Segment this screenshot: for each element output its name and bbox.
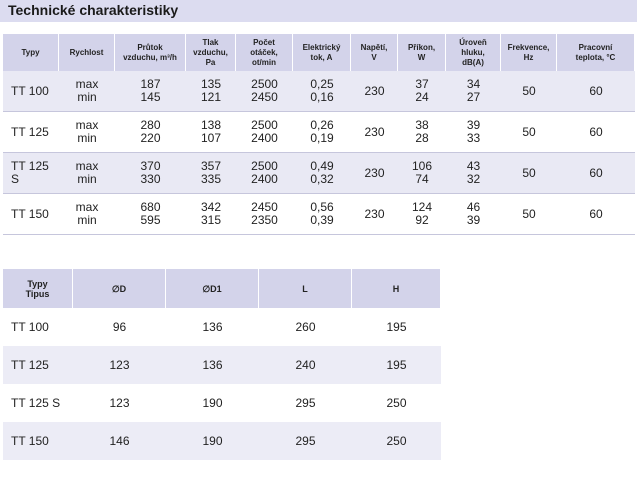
col-typy-tipus: Typy Tipus [3, 269, 73, 308]
type-cell: TT 100 [3, 71, 59, 111]
l-cell: 295 [259, 384, 352, 422]
table-row: TT 125 S 123 190 295 250 [3, 384, 441, 422]
current-cell: 0,56 0,39 [293, 194, 351, 234]
type-cell: TT 125 [3, 346, 73, 384]
row-divider [3, 193, 635, 194]
airflow-cell: 280 220 [115, 112, 186, 152]
section-title: Technické charakteristiky [8, 2, 179, 18]
airflow-cell: 187 145 [115, 71, 186, 111]
d1-cell: 190 [166, 384, 259, 422]
noise-cell: 34 27 [446, 71, 501, 111]
pressure-cell: 342 315 [186, 194, 236, 234]
table-row: TT 100 96 136 260 195 [3, 308, 441, 346]
temperature-cell: 60 [557, 194, 635, 234]
d1-cell: 136 [166, 346, 259, 384]
type-cell: TT 100 [3, 308, 73, 346]
dimensions-header-row: Typy Tipus ∅D ∅D1 L H [3, 269, 441, 308]
noise-cell: 39 33 [446, 112, 501, 152]
col-length-l: L [259, 269, 352, 308]
rpm-cell: 2500 2450 [236, 71, 293, 111]
pressure-cell: 135 121 [186, 71, 236, 111]
power-cell: 37 24 [398, 71, 446, 111]
table-row: TT 100 max min 187 145 135 121 2500 2450 0,2… [3, 71, 635, 111]
frequency-cell: 50 [501, 71, 557, 111]
l-cell: 295 [259, 422, 352, 460]
col-current: Elektrický tok, A [293, 34, 351, 71]
speed-cell: max min [59, 71, 115, 111]
h-cell: 195 [352, 308, 441, 346]
d1-cell: 136 [166, 308, 259, 346]
col-rpm: Počet otáček, ot/min [236, 34, 293, 71]
speed-cell: max min [59, 112, 115, 152]
frequency-cell: 50 [501, 112, 557, 152]
pressure-cell: 357 335 [186, 153, 236, 193]
col-diameter-d: ∅D [73, 269, 166, 308]
type-cell: TT 125 [3, 112, 59, 152]
noise-cell: 43 32 [446, 153, 501, 193]
pressure-cell: 138 107 [186, 112, 236, 152]
dimensions-table: Typy Tipus ∅D ∅D1 L H TT 100 96 136 260 1… [3, 269, 441, 460]
h-cell: 195 [352, 346, 441, 384]
airflow-cell: 370 330 [115, 153, 186, 193]
table-row: TT 125 S max min 370 330 357 335 2500 2400 0… [3, 153, 635, 193]
h-cell: 250 [352, 422, 441, 460]
voltage-cell: 230 [351, 194, 398, 234]
specs-header-row: Typy Rychlost Průtok vzduchu, m³/h Tlak vz… [3, 34, 635, 71]
col-typy: Typy [3, 34, 59, 71]
rpm-cell: 2500 2400 [236, 112, 293, 152]
voltage-cell: 230 [351, 112, 398, 152]
col-frequency: Frekvence, Hz [501, 34, 557, 71]
rpm-cell: 2500 2400 [236, 153, 293, 193]
section-title-bar: Technické charakteristiky [0, 0, 637, 22]
rpm-cell: 2450 2350 [236, 194, 293, 234]
type-cell: TT 125 S [3, 384, 73, 422]
temperature-cell: 60 [557, 112, 635, 152]
current-cell: 0,49 0,32 [293, 153, 351, 193]
frequency-cell: 50 [501, 153, 557, 193]
row-divider [3, 234, 635, 235]
col-voltage: Napětí, V [351, 34, 398, 71]
l-cell: 240 [259, 346, 352, 384]
d1-cell: 190 [166, 422, 259, 460]
l-cell: 260 [259, 308, 352, 346]
h-cell: 250 [352, 384, 441, 422]
col-noise: Úroveň hluku, dB(A) [446, 34, 501, 71]
type-cell: TT 125 S [3, 153, 59, 193]
voltage-cell: 230 [351, 71, 398, 111]
d-cell: 123 [73, 346, 166, 384]
row-divider [3, 111, 635, 112]
current-cell: 0,26 0,19 [293, 112, 351, 152]
row-divider [3, 152, 635, 153]
d-cell: 96 [73, 308, 166, 346]
table-row: TT 150 146 190 295 250 [3, 422, 441, 460]
airflow-cell: 680 595 [115, 194, 186, 234]
power-cell: 124 92 [398, 194, 446, 234]
col-airflow: Průtok vzduchu, m³/h [115, 34, 186, 71]
temperature-cell: 60 [557, 71, 635, 111]
table-row: TT 150 max min 680 595 342 315 2450 2350 0,5… [3, 194, 635, 234]
technical-specs-table: Typy Rychlost Průtok vzduchu, m³/h Tlak vz… [3, 34, 635, 235]
voltage-cell: 230 [351, 153, 398, 193]
d-cell: 146 [73, 422, 166, 460]
power-cell: 106 74 [398, 153, 446, 193]
col-power: Příkon, W [398, 34, 446, 71]
table-row: TT 125 123 136 240 195 [3, 346, 441, 384]
col-height-h: H [352, 269, 441, 308]
speed-cell: max min [59, 194, 115, 234]
type-cell: TT 150 [3, 422, 73, 460]
speed-cell: max min [59, 153, 115, 193]
current-cell: 0,25 0,16 [293, 71, 351, 111]
col-pressure: Tlak vzduchu, Pa [186, 34, 236, 71]
power-cell: 38 28 [398, 112, 446, 152]
type-cell: TT 150 [3, 194, 59, 234]
col-temperature: Pracovní teplota, °C [557, 34, 635, 71]
frequency-cell: 50 [501, 194, 557, 234]
col-diameter-d1: ∅D1 [166, 269, 259, 308]
table-row: TT 125 max min 280 220 138 107 2500 2400 0,2… [3, 112, 635, 152]
d-cell: 123 [73, 384, 166, 422]
col-rychlost: Rychlost [59, 34, 115, 71]
noise-cell: 46 39 [446, 194, 501, 234]
temperature-cell: 60 [557, 153, 635, 193]
